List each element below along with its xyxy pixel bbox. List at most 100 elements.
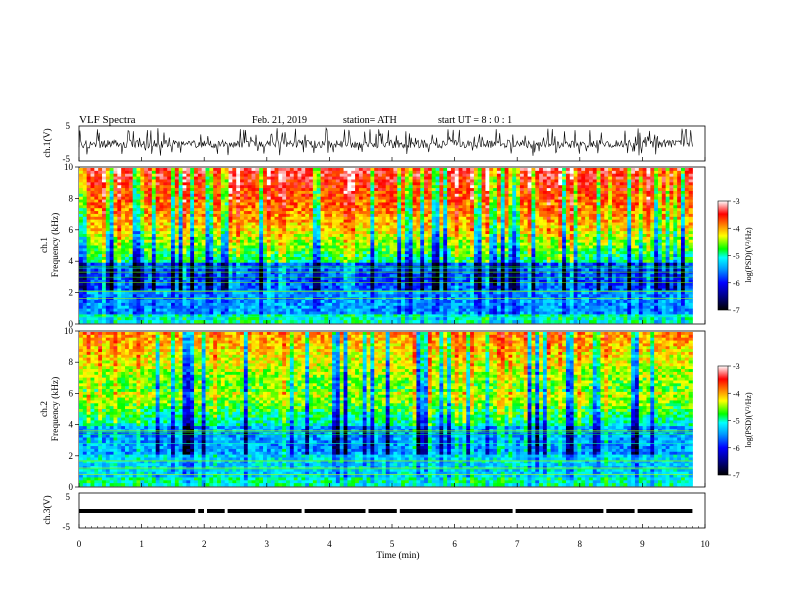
spectrogram-cell — [531, 188, 535, 191]
spectrogram-cell — [432, 228, 436, 231]
spectrogram-cell — [604, 205, 608, 208]
spectrogram-cell — [455, 200, 459, 203]
spectrogram-cell — [133, 246, 137, 249]
spectrogram-cell — [554, 243, 558, 246]
spectrogram-cell — [91, 220, 95, 223]
spectrogram-cell — [643, 194, 647, 197]
spectrogram-cell — [485, 246, 489, 249]
spectrogram-cell — [382, 200, 386, 203]
spectrogram-cell — [186, 197, 190, 200]
spectrogram-cell — [294, 231, 298, 234]
spectrogram-cell — [623, 254, 627, 257]
spectrogram-cell — [612, 237, 616, 240]
spectrogram-cell — [597, 214, 601, 217]
spectrogram-cell — [574, 251, 578, 254]
spectrogram-cell — [397, 240, 401, 243]
spectrogram-cell — [558, 254, 562, 257]
spectrogram-cell — [604, 200, 608, 203]
spectrogram-cell — [393, 171, 397, 174]
spectrogram-cell — [244, 220, 248, 223]
spectrogram-cell — [643, 200, 647, 203]
spectrogram-cell — [616, 197, 620, 200]
spectrogram-cell — [677, 246, 681, 249]
spectrogram-cell — [305, 185, 309, 188]
spectrogram-cell — [482, 237, 486, 240]
spectrogram-cell — [167, 194, 171, 197]
spectrogram-cell — [98, 208, 102, 211]
spectrogram-cell — [221, 248, 225, 251]
spectrogram-cell — [635, 205, 639, 208]
spectrogram-cell — [516, 174, 520, 177]
spectrogram-cell — [478, 220, 482, 223]
spectrogram-cell — [305, 177, 309, 180]
spectrogram-cell — [447, 179, 451, 182]
spectrogram-cell — [344, 208, 348, 211]
spectrogram-cell — [190, 251, 194, 254]
spectrogram-cell — [685, 240, 689, 243]
spectrogram-cell — [577, 246, 581, 249]
spectrogram-cell — [117, 202, 121, 205]
spectrogram-cell — [585, 248, 589, 251]
spectrogram-cell — [313, 202, 317, 205]
spectrogram-cell — [198, 208, 202, 211]
spectrogram-cell — [163, 246, 167, 249]
spectrogram-cell — [620, 197, 624, 200]
spectrogram-cell — [673, 191, 677, 194]
spectrogram-cell — [259, 228, 263, 231]
spectrogram-cell — [386, 231, 390, 234]
spectrogram-cell — [401, 197, 405, 200]
spectrogram-cell — [91, 197, 95, 200]
spectrogram-cell — [539, 223, 543, 226]
spectrogram-cell — [627, 171, 631, 174]
spectrogram-cell — [531, 231, 535, 234]
spectrogram-cell — [482, 246, 486, 249]
spectrogram-cell — [324, 182, 328, 185]
spectrogram-cell — [432, 254, 436, 257]
spectrogram-cell — [217, 254, 221, 257]
spectrogram-cell — [225, 240, 229, 243]
spectrogram-cell — [482, 251, 486, 254]
spectrogram-cell — [466, 179, 470, 182]
spectrogram-cell — [666, 177, 670, 180]
spectrogram-cell — [646, 188, 650, 191]
spectrogram-cell — [650, 185, 654, 188]
spectrogram-cell — [459, 223, 463, 226]
spectrogram-cell — [393, 223, 397, 226]
spectrogram-cell — [171, 234, 175, 237]
spectrogram-cell — [344, 214, 348, 217]
spectrogram-cell — [183, 214, 187, 217]
spectrogram-cell — [282, 223, 286, 226]
spectrogram-cell — [378, 231, 382, 234]
spectrogram-cell — [229, 240, 233, 243]
spectrogram-cell — [259, 182, 263, 185]
spectrogram-cell — [324, 174, 328, 177]
spectrogram-cell — [321, 246, 325, 249]
spectrogram-cell — [267, 188, 271, 191]
spectrogram-cell — [144, 205, 148, 208]
spectrogram-cell — [217, 205, 221, 208]
spectrogram-cell — [186, 191, 190, 194]
spectrogram-cell — [125, 234, 129, 237]
spectrogram-cell — [324, 191, 328, 194]
spectrogram-cell — [217, 202, 221, 205]
spectrogram-cell — [248, 254, 252, 257]
spectrogram-cell — [248, 248, 252, 251]
spectrogram-cell — [240, 211, 244, 214]
spectrogram-cell — [171, 228, 175, 231]
spectrogram-cell — [332, 197, 336, 200]
ch1-spectrogram-image — [79, 168, 693, 323]
spectrogram-cell — [428, 177, 432, 180]
spectrogram-cell — [466, 237, 470, 240]
spectrogram-cell — [114, 237, 118, 240]
spectrogram-cell — [117, 179, 121, 182]
spectrogram-cell — [677, 225, 681, 228]
spectrogram-cell — [543, 243, 547, 246]
spectrogram-cell — [229, 217, 233, 220]
spectrogram-cell — [167, 223, 171, 226]
spectrogram-cell — [87, 197, 91, 200]
spectrogram-cell — [616, 191, 620, 194]
spectrogram-cell — [474, 248, 478, 251]
spectrogram-cell — [570, 205, 574, 208]
spectrogram-cell — [94, 168, 98, 171]
spectrogram-cell — [416, 171, 420, 174]
